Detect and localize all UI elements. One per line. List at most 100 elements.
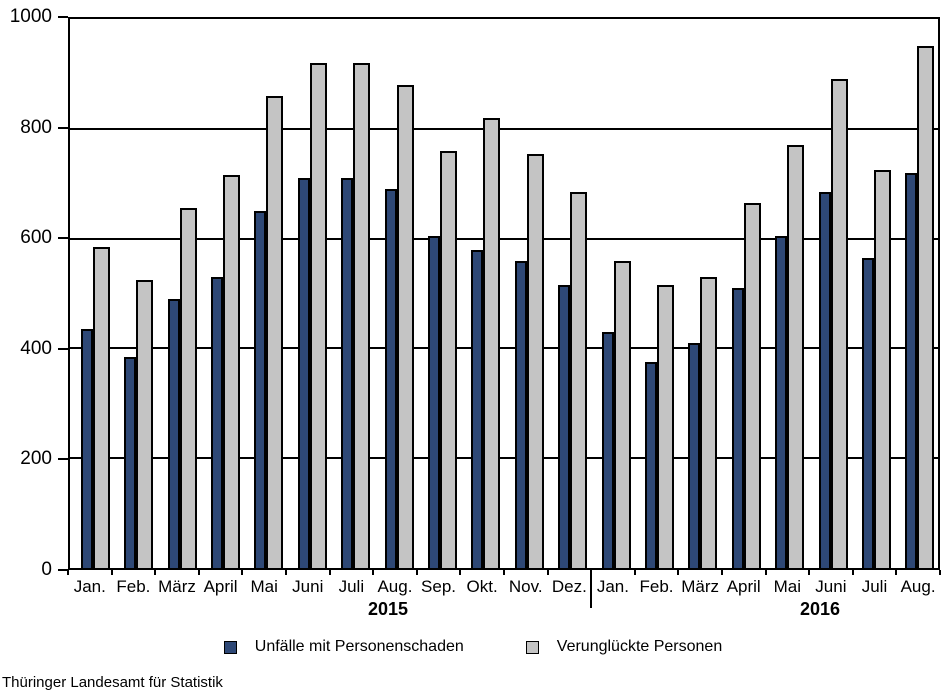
x-axis-tick-14 (677, 570, 680, 575)
bar-verungluckte-2015-Juni (309, 63, 327, 568)
bar-verungluckte-2016-Feb (656, 285, 674, 568)
x-axis-label-7: Aug. (377, 577, 413, 596)
bar-group-2015-8 (374, 19, 417, 568)
bar-verungluckte-2015-Dez (570, 192, 588, 568)
legend-swatch-unfaelle-icon (223, 640, 237, 654)
bar-unfaelle-2015-Aug (384, 189, 397, 568)
x-axis-tick-19 (895, 570, 898, 575)
x-axis-tick-2 (154, 570, 157, 575)
bar-verungluckte-2016-Juli (874, 170, 892, 568)
bar-unfaelle-2015-Okt (471, 250, 484, 568)
bar-unfaelle-2016-Juni (818, 192, 831, 568)
legend-item-unfaelle: Unfälle mit Personenschaden (223, 638, 464, 656)
x-axis-label-14: März (681, 577, 719, 596)
bar-verungluckte-2016-Jan (613, 261, 631, 568)
bar-verungluckte-2015-Jan (92, 247, 110, 568)
bar-group-2015-9 (417, 19, 460, 568)
x-axis-tick-1 (110, 570, 113, 575)
gridline-800 (70, 127, 938, 130)
bar-group-2016-2 (634, 19, 677, 568)
x-axis-month-labels: Jan. Feb. März April Mai Juni Juli Aug. Sep. Okt.… (68, 577, 940, 597)
x-axis-tick-10 (503, 570, 505, 575)
year-label-2015: 2015 (367, 599, 409, 619)
x-axis-label-1: Feb. (116, 577, 151, 596)
bar-unfaelle-2015-Dez (558, 285, 571, 568)
x-axis-tick-17 (808, 570, 811, 575)
gridline-200 (70, 457, 938, 460)
x-axis-label-5: Juni (292, 577, 324, 596)
bar-group-2015-1 (70, 19, 113, 568)
y-axis-tick-800 (58, 126, 68, 129)
y-axis-label-600: 600 (20, 227, 52, 249)
bar-group-2016-7 (851, 19, 894, 568)
legend-swatch-verungluckte-icon (525, 640, 539, 654)
x-axis-tick-13 (633, 570, 636, 575)
bar-verungluckte-2016-April (743, 203, 761, 568)
x-axis-label-0: Jan. (73, 577, 106, 596)
bar-unfaelle-2016-Juli (862, 258, 875, 568)
x-axis-tick-9 (459, 570, 462, 575)
bar-verungluckte-2015-Mai (266, 96, 284, 568)
bar-group-2015-6 (287, 19, 330, 568)
bar-verungluckte-2015-April (222, 175, 240, 568)
x-axis-tick-3 (197, 570, 200, 575)
bar-group-2015-4 (200, 19, 243, 568)
bar-unfaelle-2015-Juli (341, 178, 354, 568)
bar-unfaelle-2016-Feb (644, 362, 657, 568)
y-axis-tick-1000 (58, 16, 68, 18)
x-axis-label-17: Juni (815, 577, 847, 596)
x-axis-label-12: Jan. (596, 577, 629, 596)
bar-group-2016-4 (721, 19, 764, 568)
bar-unfaelle-2015-April (210, 277, 223, 568)
y-axis-label-800: 800 (20, 116, 52, 138)
x-axis-label-8: Sep. (421, 577, 457, 596)
y-axis-tick-200 (58, 458, 68, 461)
legend-label-unfaelle: Unfälle mit Personenschaden (254, 638, 464, 655)
bar-unfaelle-2015-Mai (254, 211, 267, 568)
bar-unfaelle-2015-Feb (124, 357, 137, 568)
bar-verungluckte-2016-Aug (917, 46, 935, 568)
x-axis-label-18: Juli (861, 577, 888, 596)
y-axis-tick-600 (58, 237, 68, 240)
year-label-2016: 2016 (799, 599, 841, 619)
bar-verungluckte-2015-Aug (396, 85, 414, 568)
bar-unfaelle-2016-Mai (775, 236, 788, 568)
y-axis-label-200: 200 (20, 448, 52, 470)
bar-group-2016-8 (895, 19, 938, 568)
x-axis-tick-6 (328, 570, 331, 575)
gridline-400 (70, 347, 938, 350)
bar-verungluckte-2016-Mai (787, 145, 805, 568)
bar-group-2016-5 (765, 19, 808, 568)
x-axis-label-15: April (726, 577, 761, 596)
x-axis-label-9: Okt. (466, 577, 498, 596)
bar-verungluckte-2015-Sep (439, 151, 457, 568)
bar-unfaelle-2015-Nov (514, 261, 527, 568)
x-axis-tick-7 (372, 570, 375, 575)
x-axis-label-19: Aug. (900, 577, 936, 596)
x-axis-label-11: Dez. (551, 577, 587, 596)
bar-unfaelle-2015-Juni (297, 178, 310, 568)
bar-group-2015-5 (244, 19, 287, 568)
bar-verungluckte-2015-Feb (136, 280, 154, 568)
y-axis-label-0: 0 (41, 559, 52, 580)
x-axis-tick-18 (851, 570, 854, 575)
bar-group-2015-12 (547, 19, 590, 568)
bar-group-2015-2 (113, 19, 156, 568)
bar-unfaelle-2015-Sep (427, 236, 440, 568)
x-axis-label-3: April (203, 577, 238, 596)
bar-verungluckte-2016-Juni (830, 79, 848, 568)
bar-group-2015-3 (157, 19, 200, 568)
y-axis-tick-400 (58, 347, 68, 350)
gridline-600 (70, 237, 938, 240)
x-axis-label-10: Nov. (508, 577, 543, 596)
x-axis-tick-8 (415, 570, 418, 575)
bar-unfaelle-2016-Jan (601, 332, 614, 568)
x-axis-tick-4 (241, 570, 244, 575)
bar-unfaelle-2016-April (731, 288, 744, 568)
x-axis-tick-11 (546, 570, 549, 575)
legend: Unfälle mit Personenschaden Verunglückte… (0, 638, 946, 656)
x-axis-label-4: Mai (250, 577, 278, 596)
y-axis-label-1000: 1000 (9, 6, 52, 27)
bar-verungluckte-2015-Nov (526, 154, 544, 568)
bar-verungluckte-2015-März (179, 208, 197, 568)
